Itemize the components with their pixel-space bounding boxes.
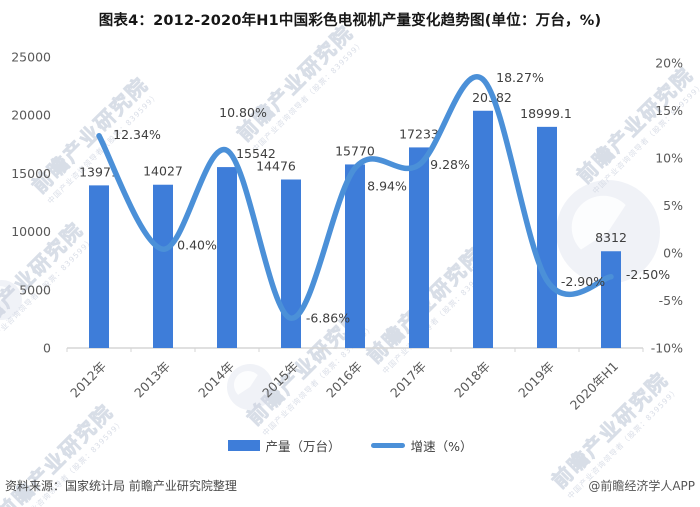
line-swatch <box>370 443 405 448</box>
bar-series <box>89 110 621 349</box>
bar-2016年 <box>345 164 365 348</box>
right-axis-tick-label: -10% <box>651 341 683 356</box>
left-axis-tick-label: 25000 <box>11 50 51 65</box>
right-axis-tick-label: 15% <box>655 103 683 118</box>
right-axis-tick-label: 10% <box>655 151 683 166</box>
x-axis-label: 2012年 <box>67 359 109 401</box>
watermark-logo <box>0 280 22 320</box>
growth-value-label: 10.80% <box>219 105 267 120</box>
left-axis-tick-label: 20000 <box>11 108 51 123</box>
legend-label-growth: 增速（%） <box>410 439 473 454</box>
growth-value-label: 0.40% <box>177 238 217 253</box>
svg-text:前瞻产业研究院: 前瞻产业研究院 <box>547 367 673 493</box>
svg-text:前瞻产业研究院: 前瞻产业研究院 <box>232 20 358 146</box>
legend-item-growth: 增速（%） <box>370 436 473 455</box>
right-axis-tick-label: 5% <box>663 198 683 213</box>
footer: 资料来源：国家统计局 前瞻产业研究院整理 @前瞻经济学人APP <box>5 477 695 494</box>
growth-value-label: 18.27% <box>496 70 544 85</box>
bar-value-label: 15542 <box>236 146 276 161</box>
chart-title: 图表4：2012-2020年H1中国彩色电视机产量变化趋势图(单位：万台，%) <box>98 13 602 29</box>
left-axis-tick-label: 0 <box>43 341 51 356</box>
bar-value-label: 15770 <box>335 143 375 158</box>
bar-value-label: 14476 <box>256 158 296 173</box>
x-axis-label: 2018年 <box>451 359 493 401</box>
bar-2013年 <box>153 184 173 348</box>
legend-item-production: 产量（万台） <box>227 436 341 455</box>
x-axis-label: 2020年H1 <box>567 359 621 413</box>
right-axis-tick-label: 20% <box>655 56 683 71</box>
bar-value-label: 18999.1 <box>520 106 572 121</box>
right-axis-tick-label: 0% <box>663 246 683 261</box>
x-axis <box>66 347 644 352</box>
bar-value-label: 8312 <box>595 230 627 245</box>
growth-value-label: -2.50% <box>626 267 670 282</box>
left-axis-tick-label: 5000 <box>19 282 51 297</box>
growth-value-label: -2.90% <box>561 274 605 289</box>
credit-handle: @前瞻经济学人APP <box>588 479 695 493</box>
right-axis-tick-label: -5% <box>659 293 683 308</box>
bar-2017年 <box>409 147 429 348</box>
bar-value-label: 17233 <box>399 126 439 141</box>
growth-line <box>96 74 614 321</box>
watermark-logo <box>227 364 273 410</box>
bar-2019年 <box>537 126 557 348</box>
legend: 产量（万台） 增速（%） <box>0 436 700 455</box>
bar-2014年 <box>217 167 237 348</box>
bar-2012年 <box>89 185 109 348</box>
growth-value-label: 9.28% <box>430 157 470 172</box>
bar-2015年 <box>281 179 301 348</box>
svg-text:前瞻产业研究院: 前瞻产业研究院 <box>572 62 698 188</box>
bar-value-label: 13971 <box>79 164 119 179</box>
growth-value-label: 12.34% <box>113 127 161 142</box>
bar-value-label: 14027 <box>143 164 183 179</box>
source-note: 资料来源：国家统计局 前瞻产业研究院整理 <box>5 479 237 493</box>
growth-value-label: -6.86% <box>306 311 350 326</box>
left-axis-tick-label: 15000 <box>11 166 51 181</box>
growth-value-label: 8.94% <box>367 178 407 193</box>
watermark-logo <box>556 180 660 284</box>
left-axis-tick-label: 10000 <box>11 224 51 239</box>
legend-label-production: 产量（万台） <box>265 439 341 454</box>
x-axis-label: 2013年 <box>131 359 173 401</box>
bar-2018年 <box>473 110 493 349</box>
x-axis-label: 2019年 <box>515 359 557 401</box>
bar-2020年H1 <box>601 251 621 348</box>
bar-swatch <box>227 440 260 451</box>
